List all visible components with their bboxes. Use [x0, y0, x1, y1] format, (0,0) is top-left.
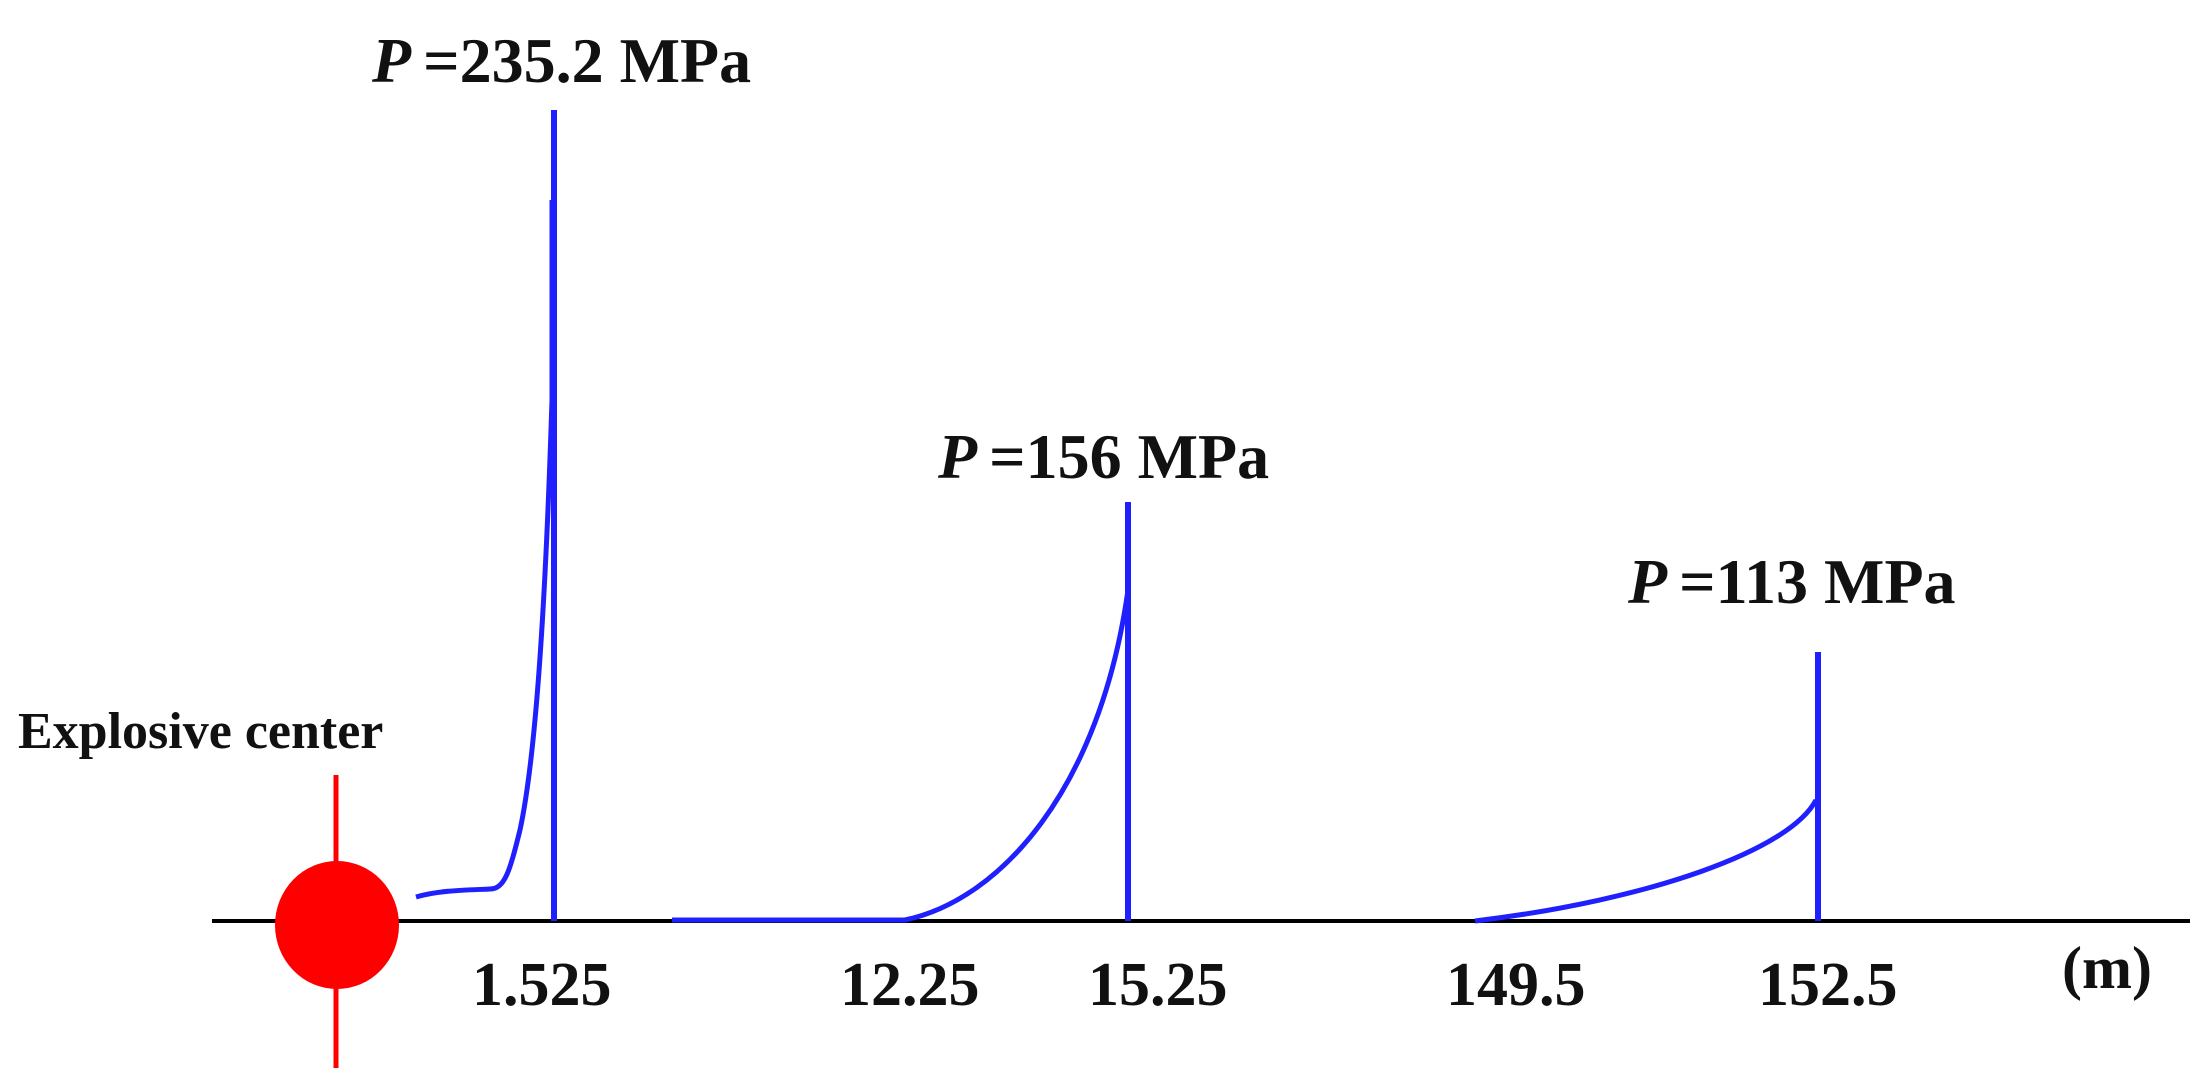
explosive-center-marker	[275, 775, 399, 1068]
distance-unit-label: (m)	[2062, 935, 2152, 1001]
wave-2-curve	[672, 560, 1131, 923]
tick-label-wave-3-start: 149.5	[1446, 951, 1586, 1019]
tick-label-wave-2-start: 12.25	[840, 951, 980, 1019]
wave-3-curve	[1474, 798, 1819, 924]
tick-label-wave-1: 1.525	[472, 951, 612, 1019]
explosive-center-dot	[275, 861, 399, 989]
tick-label-wave-3: 152.5	[1758, 951, 1898, 1019]
wave-3-peak-label: P =113 MPa	[1627, 546, 1956, 617]
wave-1-peak-label: P =235.2 MPa	[371, 25, 751, 96]
explosive-center-label: Explosive center	[18, 703, 383, 760]
tick-label-wave-2: 15.25	[1088, 951, 1228, 1019]
wave-1-curve	[415, 200, 555, 900]
wave-2-peak-label: P =156 MPa	[937, 421, 1269, 492]
